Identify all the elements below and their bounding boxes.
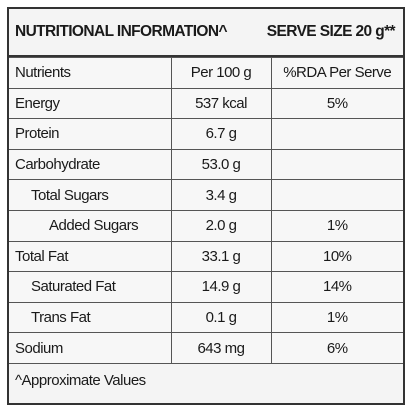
row: Total Fat 33.1 g 10% (9, 240, 403, 273)
nutrient: Energy (9, 87, 172, 120)
nutrient: Saturated Fat (9, 271, 172, 303)
rda-empty (270, 179, 403, 211)
per-100g: 3.4 g (170, 179, 272, 211)
rda: 14% (270, 271, 403, 303)
per-100g: 6.7 g (170, 118, 272, 150)
nutrient: Trans Fat (9, 301, 172, 334)
row: Total Sugars 3.4 g (9, 179, 403, 211)
rda: 1% (270, 301, 403, 334)
rda: 1% (270, 209, 403, 242)
per-100g: 53.0 g (170, 148, 272, 181)
rda: 10% (270, 240, 403, 273)
nutrient: Sodium (9, 332, 172, 364)
rda: 5% (270, 87, 403, 120)
column-header: %RDA Per Serve (270, 57, 403, 89)
row: Energy 537 kcal 5% (9, 87, 403, 120)
nutrition-table: Nutrients Per 100 g %RDA Per Serve Energ… (9, 57, 403, 364)
nutrient: Protein (9, 118, 172, 150)
column-header-row: Nutrients Per 100 g %RDA Per Serve (9, 57, 403, 89)
nutrient: Total Fat (9, 240, 172, 273)
row: Trans Fat 0.1 g 1% (9, 301, 403, 334)
per-100g: 537 kcal (170, 87, 272, 120)
row: Saturated Fat 14.9 g 14% (9, 271, 403, 303)
nutrient: Carbohydrate (9, 148, 172, 181)
row: Sodium 643 mg 6% (9, 332, 403, 364)
serve-size: SERVE SIZE 20 g** (266, 23, 396, 40)
nutrient: Total Sugars (9, 179, 172, 211)
row: Added Sugars 2.0 g 1% (9, 209, 403, 242)
row: Protein 6.7 g (9, 118, 403, 150)
nutrition-panel: NUTRITIONAL INFORMATION^ SERVE SIZE 20 g… (7, 7, 405, 405)
per-100g: 33.1 g (170, 240, 272, 273)
rda-empty (270, 148, 403, 181)
nutrient: Added Sugars (9, 209, 172, 242)
column-header: Per 100 g (170, 57, 272, 89)
per-100g: 0.1 g (170, 301, 272, 334)
rda-empty (270, 118, 403, 150)
per-100g: 14.9 g (170, 271, 272, 303)
title: NUTRITIONAL INFORMATION^ (15, 23, 228, 40)
per-100g: 2.0 g (170, 209, 272, 242)
rda: 6% (270, 332, 403, 364)
column-header: Nutrients (9, 57, 172, 89)
row: Carbohydrate 53.0 g (9, 148, 403, 181)
header: NUTRITIONAL INFORMATION^ SERVE SIZE 20 g… (9, 9, 403, 57)
footer: ^Approximate Values (15, 371, 146, 389)
per-100g: 643 mg (170, 332, 272, 364)
